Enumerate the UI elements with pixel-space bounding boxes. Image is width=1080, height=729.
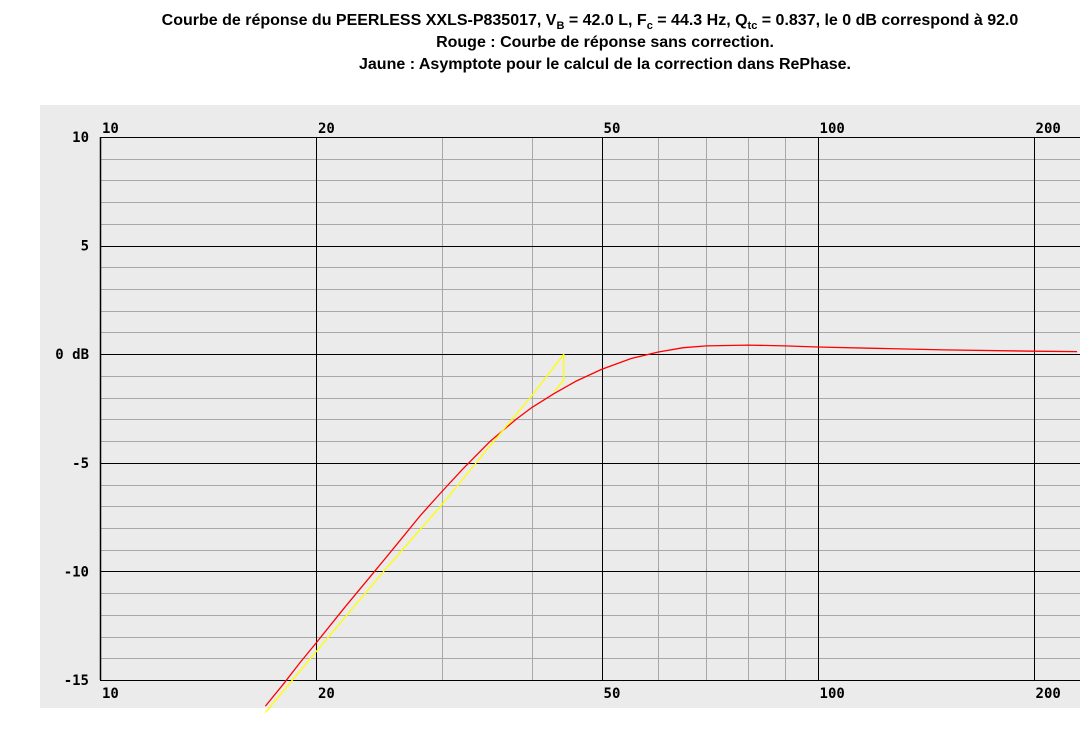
- asymptote-line: [264, 353, 565, 714]
- x-tick-label-bottom: 100: [820, 686, 845, 702]
- response-line: [264, 344, 1078, 707]
- vb-subscript: B: [556, 20, 565, 32]
- x-tick-label-bottom: 200: [1036, 686, 1061, 702]
- title-line-1: Courbe de réponse du PEERLESS XXLS-P8350…: [50, 10, 1080, 32]
- x-tick-label-top: 100: [820, 121, 845, 137]
- series-layer: [264, 344, 1078, 714]
- title-suffix: = 0.837, le 0 dB correspond à 92.0: [757, 12, 1019, 29]
- major-grid: [99, 137, 1080, 681]
- y-tick-label: -15: [64, 673, 89, 689]
- x-tick-label-top: 20: [318, 121, 335, 137]
- x-tick-label-bottom: 50: [604, 686, 621, 702]
- title-line-2: Rouge : Courbe de réponse sans correctio…: [436, 34, 774, 51]
- y-tick-label: 5: [81, 239, 89, 255]
- y-tick-label: 10: [72, 130, 89, 146]
- minor-grid: [100, 137, 1080, 680]
- y-tick-label: -10: [64, 564, 89, 580]
- x-tick-label-bottom: 20: [318, 686, 335, 702]
- title-line-3: Jaune : Asymptote pour le calcul de la c…: [359, 56, 851, 73]
- x-tick-label-top: 50: [604, 121, 621, 137]
- x-tick-label-bottom: 10: [102, 686, 119, 702]
- x-tick-label-top: 200: [1036, 121, 1061, 137]
- chart-title: Courbe de réponse du PEERLESS XXLS-P8350…: [0, 10, 1080, 76]
- tick-labels: 10 10 20 20 50 50 100 100 200 200 10 5 0 dB -5 -10 -15: [55, 121, 1061, 702]
- title-vb-value: = 42.0 L, F: [564, 12, 647, 29]
- y-tick-label: 0 dB: [55, 347, 89, 363]
- x-tick-label-top: 10: [102, 121, 119, 137]
- title-fc-value: = 44.3 Hz, Q: [652, 12, 748, 29]
- qtc-subscript: tc: [747, 20, 758, 32]
- y-tick-label: -5: [72, 456, 89, 472]
- fc-subscript: c: [646, 20, 653, 32]
- title-prefix: Courbe de réponse du PEERLESS XXLS-P8350…: [161, 12, 557, 29]
- plot-background: [40, 105, 1080, 708]
